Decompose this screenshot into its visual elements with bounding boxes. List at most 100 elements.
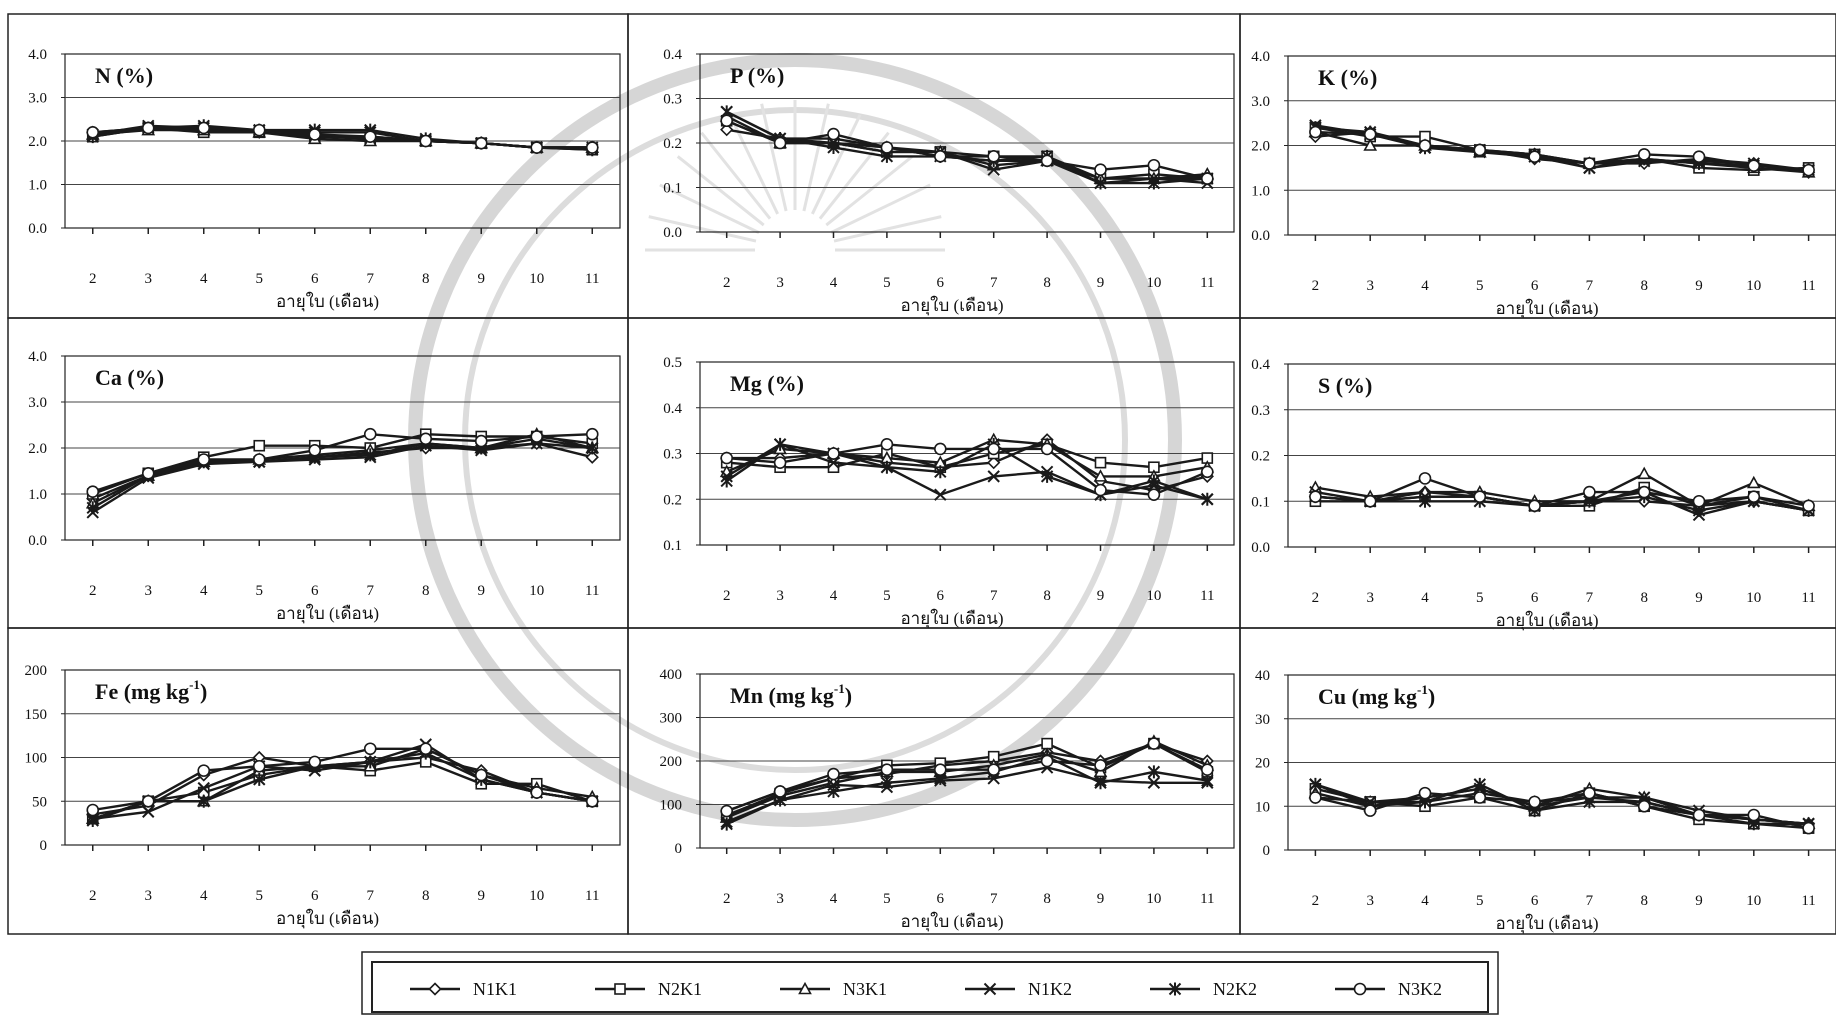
series-line bbox=[92, 126, 593, 149]
legend-item-N3K1: N3K1 bbox=[780, 979, 887, 999]
x-tick-label: 9 bbox=[1695, 590, 1703, 606]
data-point bbox=[364, 448, 377, 462]
series-N3K2 bbox=[720, 114, 1214, 185]
data-point bbox=[880, 763, 894, 777]
x-tick-label: 6 bbox=[1531, 893, 1539, 909]
chart-title: K (%) bbox=[1318, 65, 1377, 90]
data-point bbox=[1528, 499, 1541, 513]
y-tick-label: 100 bbox=[25, 751, 48, 767]
legend-label: N3K2 bbox=[1398, 979, 1442, 999]
y-tick-label: 0.0 bbox=[1251, 228, 1270, 244]
data-point bbox=[880, 776, 894, 790]
data-point bbox=[585, 427, 599, 441]
data-point bbox=[1363, 138, 1378, 151]
legend-label: N2K1 bbox=[658, 979, 702, 999]
data-point bbox=[142, 805, 155, 818]
chart-title: Cu (mg kg-1) bbox=[1318, 682, 1435, 709]
data-point bbox=[585, 450, 599, 464]
x-tick-label: 4 bbox=[830, 891, 838, 907]
x-tick-label: 3 bbox=[1366, 278, 1374, 294]
data-point bbox=[1418, 494, 1432, 508]
x-tick-label: 2 bbox=[1312, 278, 1320, 294]
data-point bbox=[363, 742, 377, 756]
series-line bbox=[1315, 787, 1809, 830]
legend-item-N1K1: N1K1 bbox=[410, 979, 517, 999]
series-line bbox=[1315, 791, 1809, 830]
x-axis-label: อายุใบ (เดือน) bbox=[1495, 913, 1598, 934]
watermark-seal bbox=[408, 53, 1182, 827]
data-point bbox=[141, 121, 155, 135]
y-tick-label: 200 bbox=[25, 663, 48, 679]
chart-title: Mg (%) bbox=[730, 371, 804, 396]
y-tick-label: 0.4 bbox=[663, 47, 682, 63]
data-point bbox=[1201, 492, 1214, 506]
chart-title: Ca (%) bbox=[95, 365, 164, 390]
x-tick-label: 10 bbox=[1746, 590, 1761, 606]
data-point bbox=[86, 485, 100, 499]
x-tick-label: 9 bbox=[1097, 588, 1105, 604]
x-tick-label: 9 bbox=[478, 583, 486, 599]
data-point bbox=[880, 460, 894, 474]
data-point bbox=[1692, 494, 1706, 508]
y-tick-label: 0.0 bbox=[663, 225, 682, 241]
y-tick-label: 100 bbox=[660, 798, 683, 814]
y-tick-label: 0.0 bbox=[28, 221, 47, 237]
watermark-ring-outer bbox=[408, 53, 1182, 827]
data-point bbox=[1201, 465, 1214, 479]
legend-label: N1K1 bbox=[473, 979, 517, 999]
watermark-ray bbox=[830, 183, 931, 234]
chart-panel-7: 0 50 100 150 200 2 3 4 5 6 7 8 9 10 11 อายุใบ (เดือน) Fe… bbox=[7, 627, 629, 935]
y-tick-label: 0.2 bbox=[663, 136, 682, 152]
x-tick-label: 7 bbox=[1586, 893, 1594, 909]
x-tick-label: 3 bbox=[1366, 590, 1374, 606]
chart-title-suffix: ) bbox=[845, 683, 852, 708]
data-point bbox=[1147, 737, 1161, 750]
data-point bbox=[1201, 172, 1214, 185]
series-line bbox=[726, 110, 1208, 185]
data-point bbox=[474, 434, 488, 448]
x-tick-label: 11 bbox=[585, 888, 599, 904]
data-point bbox=[252, 759, 266, 773]
x-axis-label: อายุใบ (เดือน) bbox=[900, 608, 1003, 629]
data-point bbox=[419, 432, 433, 446]
series-line bbox=[92, 747, 593, 812]
chart-title-text: Mn (mg kg bbox=[730, 683, 834, 708]
data-point bbox=[987, 442, 1001, 456]
data-point bbox=[1041, 737, 1053, 750]
x-tick-label: 4 bbox=[200, 888, 208, 904]
data-point bbox=[1363, 804, 1377, 817]
data-point bbox=[1147, 158, 1161, 172]
x-axis-label: อายุใบ (เดือน) bbox=[900, 295, 1003, 316]
data-point bbox=[827, 127, 840, 141]
data-point bbox=[474, 136, 488, 150]
data-point bbox=[1040, 442, 1054, 456]
y-tick-label: 50 bbox=[32, 794, 47, 810]
series-line bbox=[726, 438, 1208, 492]
y-tick-label: 0.1 bbox=[1251, 494, 1270, 510]
data-point bbox=[308, 443, 322, 457]
data-point bbox=[253, 439, 266, 452]
x-tick-label: 9 bbox=[1695, 278, 1703, 294]
data-point bbox=[530, 786, 544, 799]
y-tick-label: 0.3 bbox=[663, 92, 682, 108]
watermark-ray bbox=[825, 155, 914, 227]
x-tick-label: 8 bbox=[1640, 278, 1648, 294]
y-tick-label: 400 bbox=[660, 667, 683, 683]
data-point bbox=[308, 755, 322, 769]
data-point bbox=[530, 141, 544, 154]
x-tick-label: 11 bbox=[585, 583, 599, 599]
data-point bbox=[1418, 139, 1432, 152]
x-tick-label: 6 bbox=[311, 888, 319, 904]
y-tick-label: 0.1 bbox=[663, 181, 682, 197]
data-point bbox=[1147, 474, 1161, 488]
legend-item-N2K1: N2K1 bbox=[595, 979, 702, 999]
series-N2K2 bbox=[1309, 777, 1815, 831]
x-tick-label: 2 bbox=[723, 275, 731, 291]
series-line bbox=[92, 437, 593, 509]
series-N3K2 bbox=[86, 427, 599, 499]
chart-title: Fe (mg kg-1) bbox=[95, 677, 207, 704]
data-point bbox=[1147, 765, 1161, 779]
series-N3K2 bbox=[720, 438, 1214, 501]
series-line bbox=[92, 747, 593, 820]
data-point bbox=[720, 123, 734, 137]
